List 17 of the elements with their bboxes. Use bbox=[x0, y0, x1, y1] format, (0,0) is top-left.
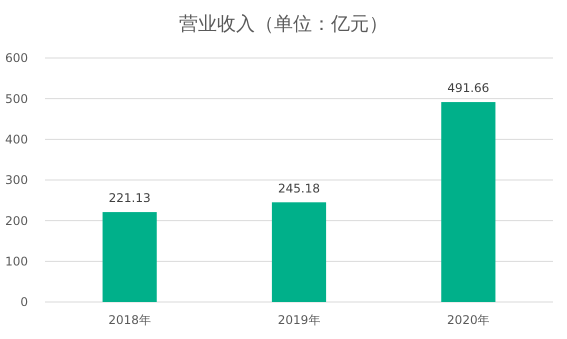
data-label: 245.18 bbox=[278, 181, 320, 196]
bar bbox=[441, 102, 496, 302]
x-tick-label: 2020年 bbox=[447, 313, 490, 327]
y-tick-label: 300 bbox=[5, 173, 28, 188]
y-tick-label: 100 bbox=[5, 254, 28, 269]
y-tick-label: 200 bbox=[5, 214, 28, 228]
data-label: 491.66 bbox=[447, 81, 490, 96]
y-tick-label: 400 bbox=[5, 132, 28, 147]
data-label: 221.13 bbox=[108, 191, 151, 206]
chart-title: 营业收入（单位：亿元） bbox=[179, 13, 388, 35]
y-tick-label: 500 bbox=[5, 92, 28, 106]
y-tick-label: 600 bbox=[5, 51, 28, 66]
y-tick-label: 0 bbox=[20, 295, 28, 310]
bar bbox=[102, 212, 157, 302]
x-tick-label: 2019年 bbox=[278, 313, 320, 327]
x-tick-label: 2018年 bbox=[108, 313, 151, 327]
bar bbox=[272, 202, 326, 302]
